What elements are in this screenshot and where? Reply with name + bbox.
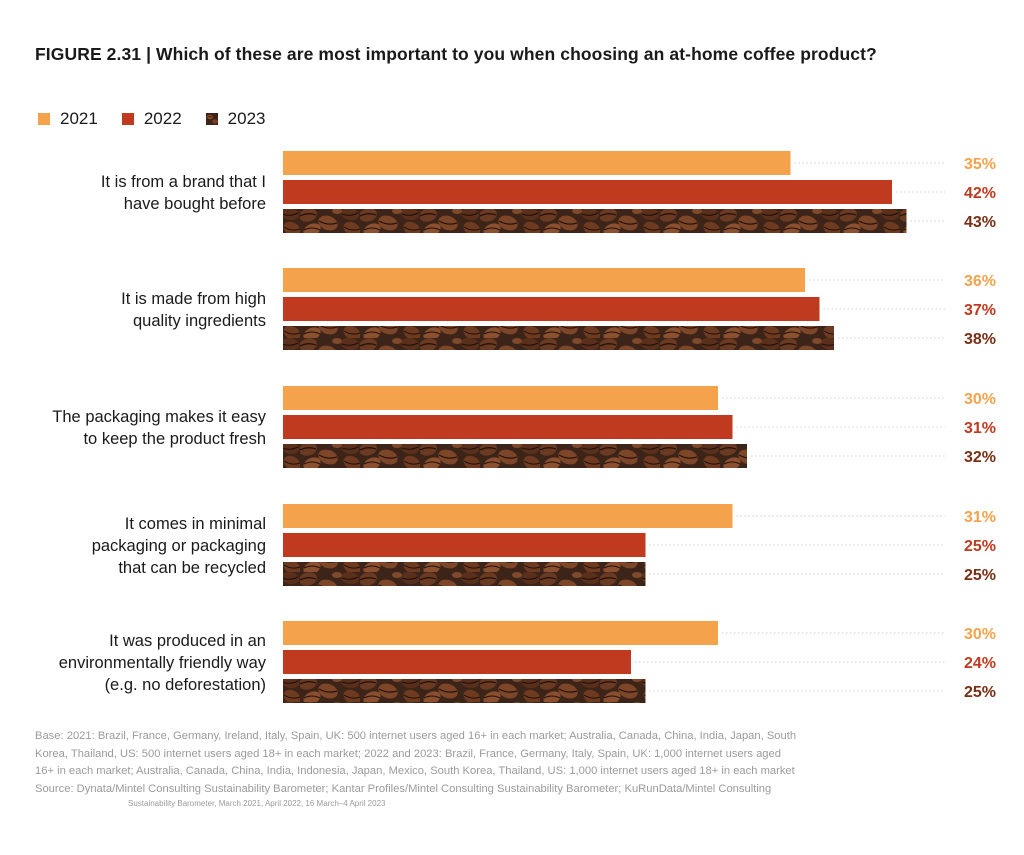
data-label-2021: 36% — [964, 273, 996, 290]
legend-swatch-2022 — [121, 113, 134, 125]
legend-label-2021: 2021 — [60, 109, 98, 128]
legend-item-2022: 2022 — [121, 109, 182, 129]
category-label-line: It is from a brand that I — [101, 173, 266, 191]
data-label-2022: 31% — [964, 420, 996, 437]
source-line: 16+ in each market; Australia, Canada, C… — [35, 765, 795, 777]
data-label-2021: 30% — [964, 391, 996, 408]
data-label-2022: 25% — [964, 538, 996, 555]
legend-label-2022: 2022 — [143, 109, 182, 128]
bar-2021 — [283, 151, 791, 175]
bar-2023 — [283, 679, 646, 703]
data-label-2022: 24% — [964, 655, 996, 672]
data-label-2021: 30% — [964, 626, 996, 643]
bar-2021 — [283, 386, 718, 410]
category-label-line: It comes in minimal — [125, 515, 266, 533]
bar-2022 — [283, 415, 733, 439]
data-label-2023: 38% — [964, 331, 996, 348]
bar-2022 — [283, 180, 892, 204]
source-line-tail: Sustainability Barometer, March 2021, Ap… — [128, 799, 386, 808]
legend-swatch-2021 — [38, 113, 50, 125]
data-label-2022: 42% — [964, 185, 996, 202]
bar-2022 — [283, 650, 631, 674]
category-label: It is made from high quality ingredients — [121, 290, 266, 330]
data-label-2023: 25% — [964, 567, 996, 584]
data-label-2022: 37% — [964, 302, 996, 319]
bar-2023 — [283, 209, 907, 233]
bar-2023 — [283, 326, 834, 350]
bar-chart: It is from a brand that I have bought bef… — [52, 151, 996, 703]
category-label-line: It is made from high — [121, 290, 266, 308]
category-label-line: The packaging makes it easy — [52, 408, 266, 426]
source-line: Source: Dynata/Mintel Consulting Sustain… — [35, 782, 772, 795]
source-notes: Base: 2021: Brazil, France, Germany, Ire… — [35, 728, 835, 810]
category-label: It comes in minimal packaging or packagin… — [92, 515, 266, 577]
data-label-2023: 32% — [964, 449, 996, 466]
chart-legend: 2021 2022 2023 — [38, 109, 289, 129]
data-label-2023: 43% — [964, 214, 996, 231]
category-label-line: to keep the product fresh — [83, 430, 266, 448]
bar-2023 — [283, 562, 646, 586]
bar-2021 — [283, 504, 733, 528]
bar-2023 — [283, 444, 747, 468]
bar-2022 — [283, 533, 646, 557]
legend-item-2023: 2023 — [205, 109, 266, 129]
category-label-line: (e.g. no deforestation) — [105, 676, 266, 694]
category-label: It is from a brand that I have bought bef… — [101, 173, 266, 213]
category-label-line: that can be recycled — [118, 559, 266, 577]
category-label-line: packaging or packaging — [92, 537, 266, 555]
category-label-line: have bought before — [124, 195, 266, 213]
category-label-line: It was produced in an — [109, 632, 266, 650]
figure-title: FIGURE 2.31 | Which of these are most im… — [35, 44, 877, 64]
source-line: Korea, Thailand, US: 500 internet users … — [35, 747, 781, 760]
category-label: It was produced in an environmentally fri… — [59, 632, 267, 694]
data-label-2021: 31% — [964, 509, 996, 526]
category-label-line: environmentally friendly way — [59, 654, 267, 672]
bar-2022 — [283, 297, 820, 321]
legend-label-2023: 2023 — [227, 109, 266, 128]
bar-2021 — [283, 268, 805, 292]
data-label-2021: 35% — [964, 156, 996, 173]
category-label-line: quality ingredients — [133, 312, 266, 330]
source-line: Base: 2021: Brazil, France, Germany, Ire… — [35, 730, 797, 742]
legend-item-2021: 2021 — [38, 109, 98, 129]
coffee-bean-swatch-icon — [205, 113, 218, 125]
category-label: The packaging makes it easy to keep the p… — [52, 408, 266, 448]
bar-2021 — [283, 621, 718, 645]
data-label-2023: 25% — [964, 684, 996, 701]
